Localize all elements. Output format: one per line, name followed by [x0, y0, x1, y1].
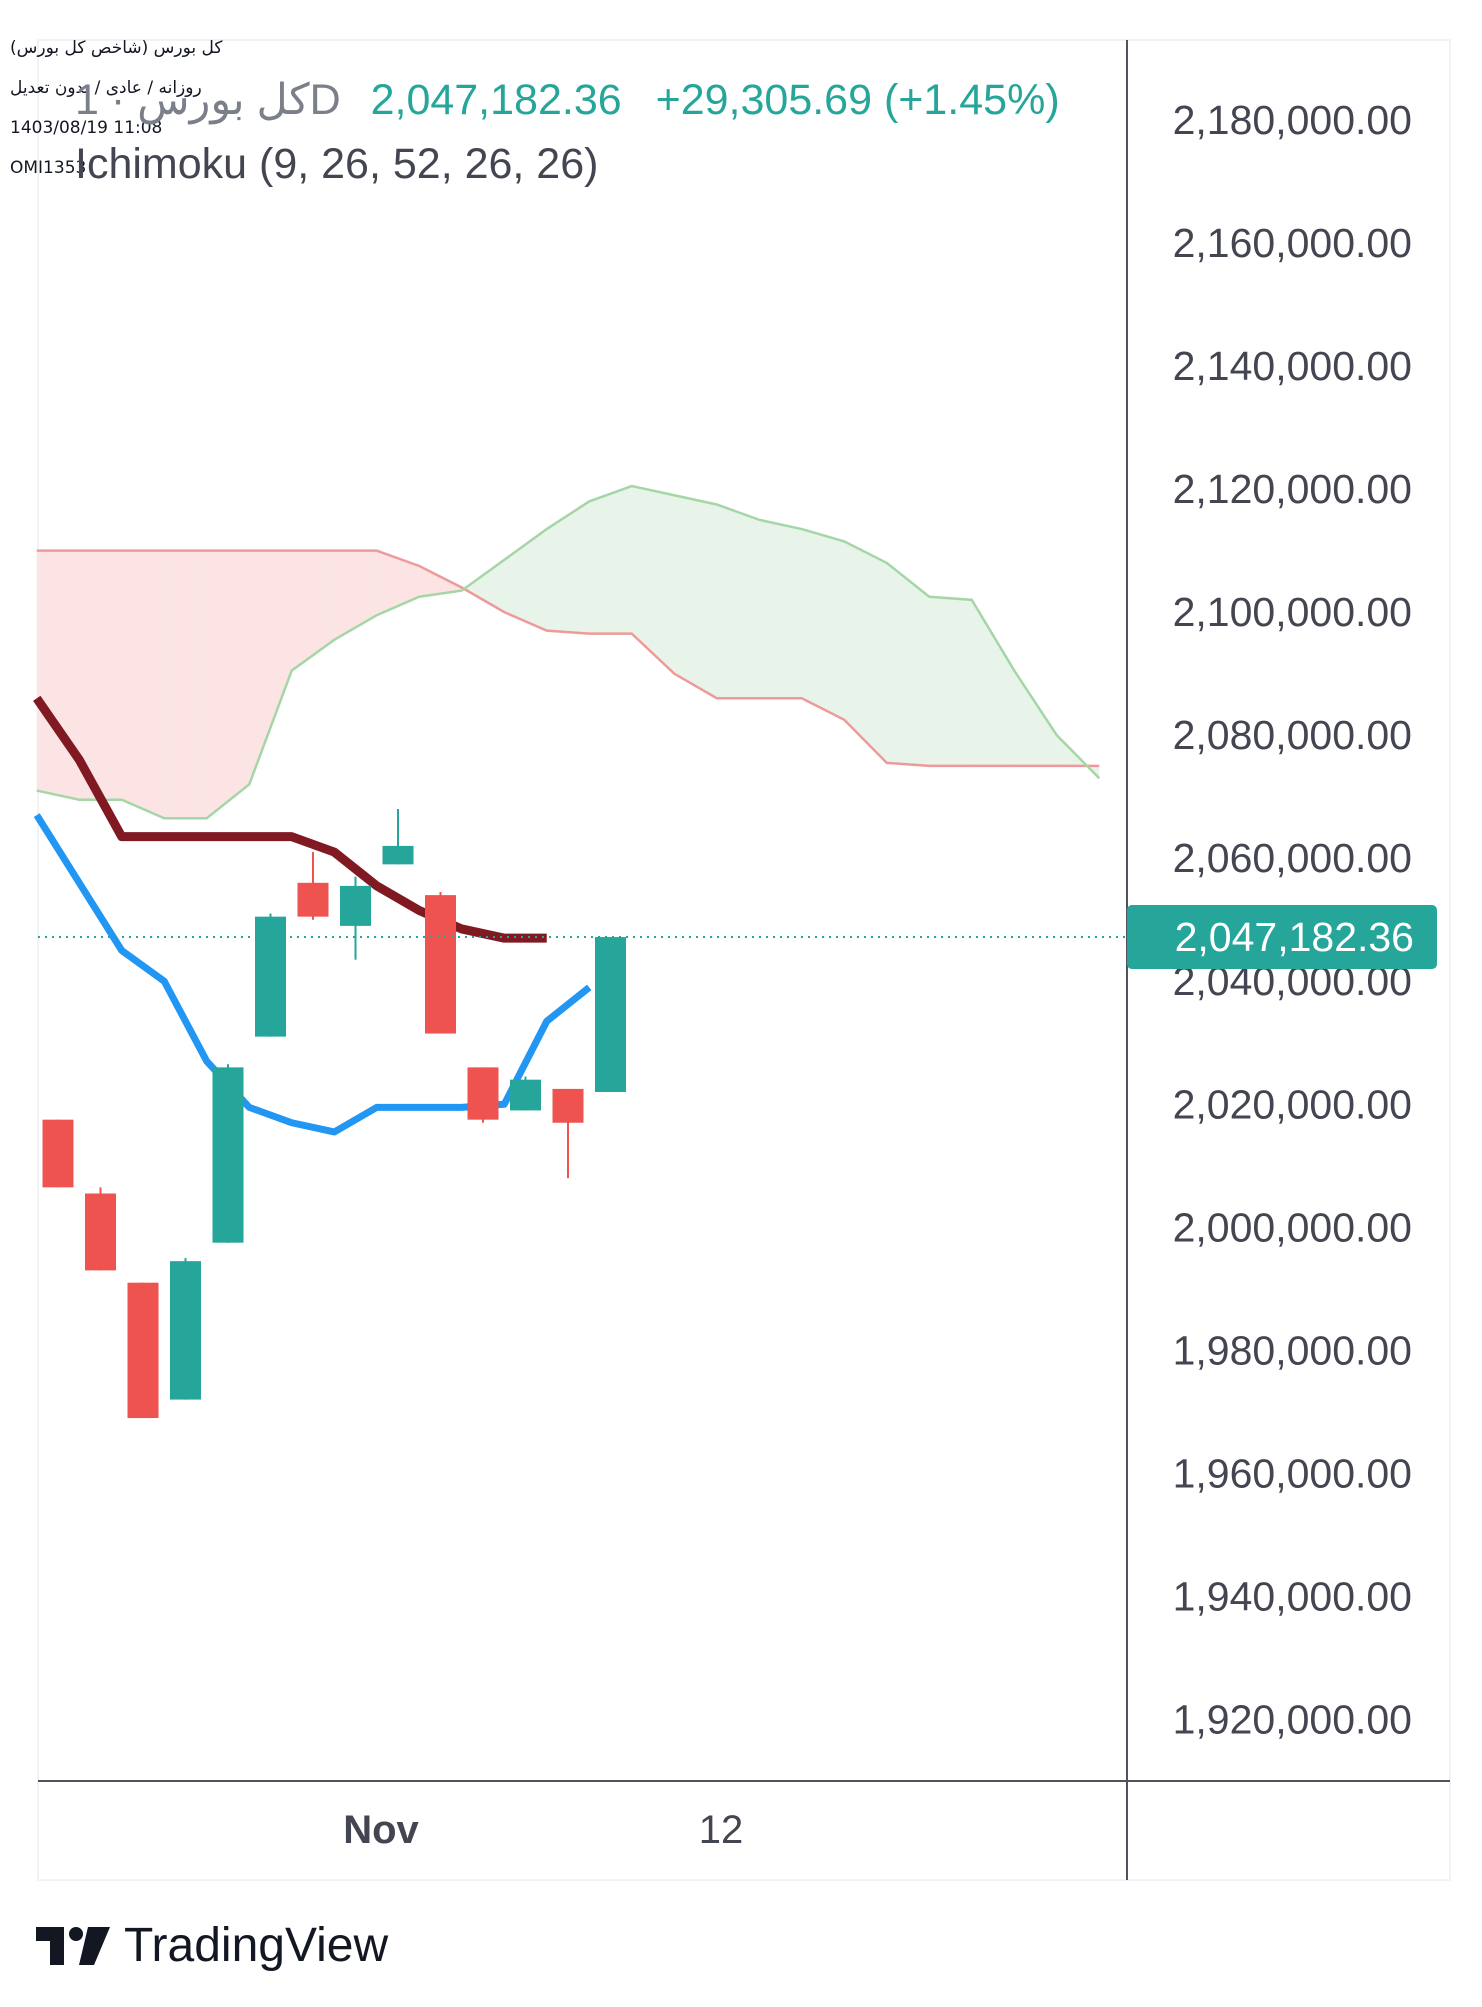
time-tick-label: 12 [699, 1808, 744, 1852]
candle-body [552, 1088, 584, 1123]
candle-body [170, 1261, 201, 1400]
candle-body [467, 1067, 499, 1120]
price-tick-label: 1,920,000.00 [1173, 1696, 1412, 1742]
cloud-segment [589, 486, 632, 634]
last-price-marker: 2,047,182.36 [38, 905, 1437, 970]
brand: TradingView [36, 1918, 388, 1973]
candle-body [340, 885, 371, 926]
price-tick-label: 2,060,000.00 [1173, 835, 1412, 881]
leading-span-b-line [36, 549, 1100, 768]
ichimoku-cloud [36, 486, 1100, 819]
ichimoku-lines [33, 484, 1101, 1136]
cloud-segment [334, 550, 377, 640]
header-subtitle: روزانه / عادی / بدون تعدیل [10, 78, 202, 98]
cloud-segment [759, 519, 802, 699]
price-tick-label: 1,980,000.00 [1173, 1327, 1412, 1373]
candles [42, 808, 626, 1419]
chart-frame [37, 39, 1451, 1881]
last-price-badge [1127, 905, 1437, 970]
legend-indicator[interactable]: Ichimoku (9, 26, 52, 26, 26) [75, 140, 599, 188]
legend-symbol: کل بورس · 1D [75, 76, 341, 124]
price-axis: 2,180,000.00 2,160,000.00 2,140,000.00 2,12… [1173, 97, 1412, 1743]
chart-legend: کل بورس · 1D 2,047,182.36 +29,305.69 (+1… [75, 68, 1060, 196]
price-tick-label: 2,180,000.00 [1173, 97, 1412, 143]
last-price-label: 2,047,182.36 [1175, 914, 1414, 960]
header-code: OMI1353 [10, 158, 87, 178]
cloud-segment [1014, 670, 1057, 766]
time-axis: Nov 12 [343, 1808, 743, 1852]
legend-last-price: 2,047,182.36 [370, 76, 622, 124]
price-tick-label: 2,020,000.00 [1173, 1081, 1412, 1127]
cloud-segment [164, 550, 207, 819]
price-tick-label: 2,080,000.00 [1173, 712, 1412, 758]
cloud-segment [206, 550, 250, 819]
price-tick-label: 2,000,000.00 [1173, 1204, 1412, 1250]
header-title: کل بورس (شاخص کل بورس) [10, 38, 223, 58]
legend-change: +29,305.69 (+1.45%) [655, 76, 1060, 124]
header-overlay: کل بورس (شاخص کل بورس) روزانه / عادی / ب… [10, 28, 223, 188]
brand-name: TradingView [124, 1919, 389, 1972]
price-tick-label: 2,160,000.00 [1173, 220, 1412, 266]
cloud-segment [461, 559, 505, 613]
cloud-segment [801, 529, 845, 720]
cloud-segment [79, 550, 122, 800]
tradingview-logo-icon [36, 1926, 110, 1965]
cloud-segment [376, 550, 420, 616]
cloud-segment [716, 504, 760, 699]
candle-body [42, 1119, 74, 1188]
cloud-segment [546, 501, 590, 634]
cloud-segment [419, 565, 462, 597]
cloud-segment [971, 599, 1015, 766]
leading-span-a-line [36, 484, 1101, 820]
candle-body [255, 916, 286, 1037]
cloud-segment [121, 550, 165, 819]
price-tick-label: 1,960,000.00 [1173, 1450, 1412, 1496]
cloud-segment [291, 550, 335, 671]
cloud-segment [504, 529, 547, 631]
cloud-segment [36, 550, 80, 800]
cloud-segment [631, 486, 675, 674]
candle-body [85, 1193, 116, 1271]
price-tick-label: 2,120,000.00 [1173, 466, 1412, 512]
cloud-segment [929, 596, 972, 766]
candle-body [127, 1282, 159, 1419]
price-tick-label: 1,940,000.00 [1173, 1573, 1412, 1619]
cloud-segment [249, 550, 292, 785]
candle-body [425, 895, 456, 1034]
candle-body [212, 1067, 244, 1243]
candle-body [510, 1079, 541, 1111]
cloud-segment [844, 541, 887, 763]
cloud-segment [886, 562, 930, 766]
time-tick-label: Nov [343, 1808, 419, 1852]
price-tick-label: 2,140,000.00 [1173, 343, 1412, 389]
base-line [33, 695, 547, 943]
candle-body [595, 937, 626, 1092]
header-datetime: 1403/08/19 11:08 [10, 118, 163, 138]
candle-body [297, 882, 329, 917]
cloud-segment [674, 495, 717, 699]
candle-body [382, 845, 414, 865]
price-tick-label: 2,100,000.00 [1173, 589, 1412, 635]
